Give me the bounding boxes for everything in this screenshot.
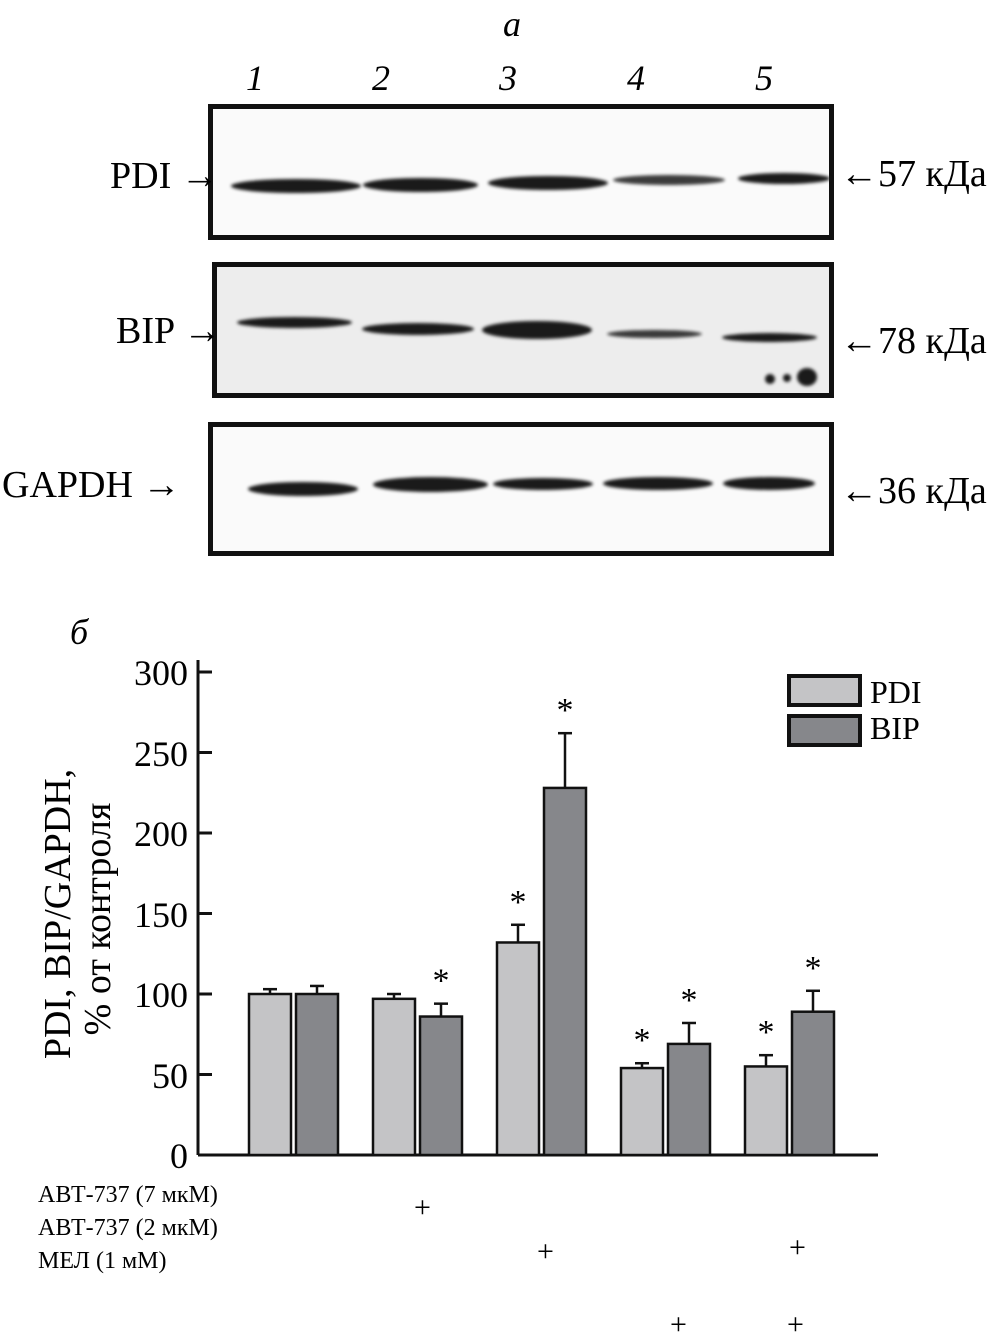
plus-mark: + [787, 1308, 804, 1335]
significance-star: * [634, 1022, 651, 1059]
plus-mark: + [537, 1235, 554, 1268]
band [488, 176, 608, 190]
significance-star: * [557, 692, 574, 729]
pdi-marker: ←57 кДа [840, 153, 987, 195]
bar-bip [790, 1010, 836, 1157]
significance-star: * [758, 1014, 775, 1051]
arrow-icon: → [183, 310, 222, 352]
spot [765, 374, 775, 384]
y-tick-label: 150 [134, 894, 188, 935]
y-tick-label: 50 [152, 1055, 188, 1096]
band [613, 175, 725, 185]
panel-b-label: б [70, 612, 89, 652]
significance-star: * [681, 982, 698, 1019]
legend-swatch-pdi [787, 674, 862, 707]
gapdh-blot [208, 422, 834, 556]
band [231, 179, 361, 193]
bar-pdi [371, 997, 417, 1157]
band [482, 321, 592, 339]
bar-bip [666, 1042, 712, 1157]
protein-name: PDI [110, 155, 172, 197]
band [362, 323, 474, 335]
bar-pdi [247, 992, 293, 1157]
legend-label-pdi: PDI [870, 674, 922, 710]
bip-label: BIP → [116, 312, 221, 350]
y-tick-label: 0 [170, 1136, 188, 1176]
plus-mark: + [414, 1191, 431, 1224]
legend-swatch-bip [787, 714, 862, 747]
significance-star: * [805, 950, 822, 987]
bar-bip [294, 992, 340, 1157]
treatment-label: АВТ-737 (2 мкМ) [38, 1215, 218, 1241]
band [722, 333, 817, 342]
bip-blot [212, 262, 834, 398]
pdi-blot [208, 104, 834, 240]
pdi-label: PDI → [110, 157, 219, 195]
bar-pdi [495, 941, 541, 1157]
bar-bip [418, 1015, 464, 1157]
gapdh-label: GAPDH → [2, 466, 180, 504]
y-tick-label: 300 [134, 653, 188, 693]
bar-pdi [743, 1065, 789, 1157]
band [373, 477, 488, 492]
band [723, 477, 815, 490]
band [237, 317, 352, 328]
band [493, 478, 593, 490]
protein-name: BIP [116, 310, 174, 352]
y-tick-label: 250 [134, 733, 188, 774]
protein-name: GAPDH [2, 464, 133, 506]
lane-label: 4 [627, 58, 645, 98]
plus-mark: + [670, 1308, 687, 1335]
gapdh-marker: ←36 кДа [840, 470, 987, 512]
y-tick-label: 100 [134, 975, 188, 1015]
y-tick-label: 200 [134, 814, 188, 854]
lane-label: 3 [499, 58, 517, 98]
plus-mark: + [789, 1231, 806, 1264]
arrow-icon: → [142, 464, 181, 506]
band [738, 173, 830, 184]
legend-label-bip: BIP [870, 710, 920, 746]
spot [797, 368, 817, 386]
bar-pdi [619, 1066, 665, 1157]
bar-bip [542, 786, 588, 1157]
treatment-label: АВТ-737 (7 мкМ) [38, 1182, 218, 1208]
panel-a-label: а [503, 4, 521, 44]
spot [783, 374, 791, 382]
band [607, 330, 702, 338]
band [603, 477, 713, 490]
band [363, 178, 478, 192]
lane-label: 2 [372, 58, 390, 98]
treatment-label: МЕЛ (1 мМ) [38, 1248, 167, 1274]
lane-label: 5 [755, 58, 773, 98]
significance-star: * [433, 963, 450, 1000]
significance-star: * [510, 884, 527, 921]
bip-marker: ←78 кДа [840, 320, 987, 362]
arrow-icon: → [180, 155, 219, 197]
band [248, 482, 358, 496]
lane-label: 1 [246, 58, 264, 98]
